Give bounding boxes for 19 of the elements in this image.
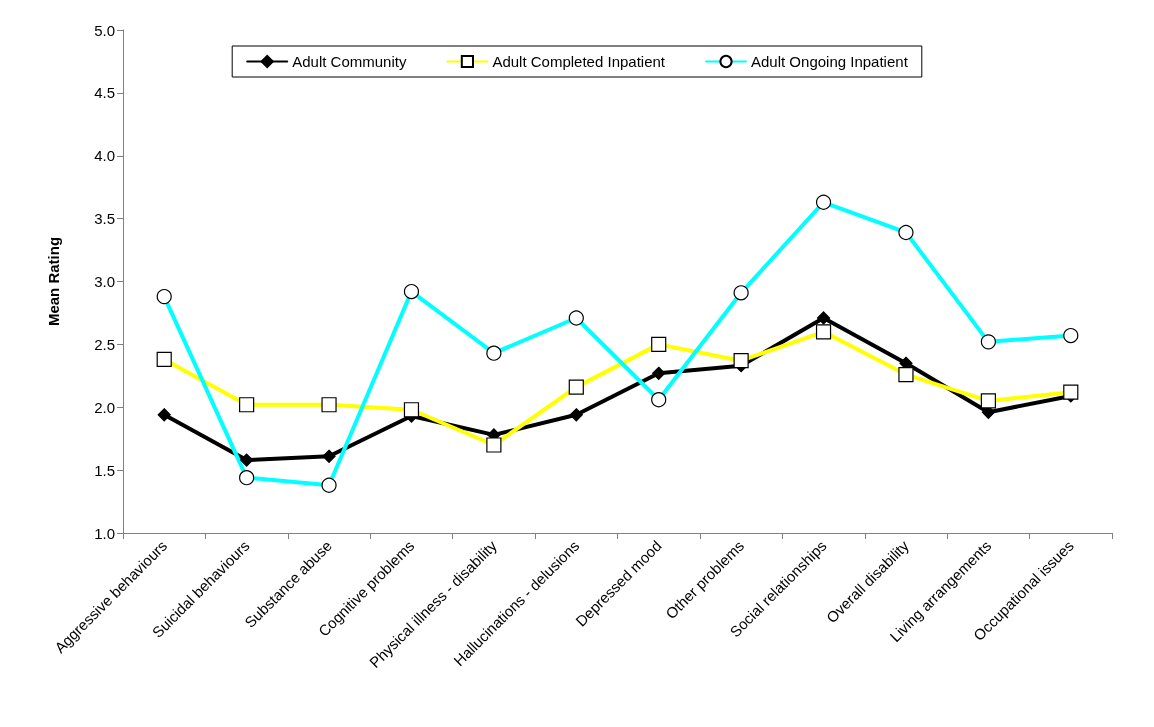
y-tick-label: 3.0 bbox=[94, 273, 115, 290]
point bbox=[322, 449, 336, 463]
point bbox=[157, 408, 171, 422]
y-tick-label: 3.5 bbox=[94, 210, 115, 228]
y-tick-label: 4.0 bbox=[94, 147, 115, 165]
legend-label: Adult Community bbox=[292, 53, 407, 70]
y-tick-label: 1.5 bbox=[94, 461, 115, 479]
point bbox=[569, 408, 583, 422]
y-axis-title: Mean Rating bbox=[45, 236, 62, 327]
y-tick-label: 4.5 bbox=[94, 84, 115, 102]
y-tick-label: 2.5 bbox=[94, 335, 115, 353]
point bbox=[816, 311, 831, 325]
y-tick-label: 2.0 bbox=[94, 398, 115, 416]
y-tick-label: 1.0 bbox=[94, 524, 115, 542]
point bbox=[652, 366, 666, 380]
y-tick-label: 5.0 bbox=[94, 21, 115, 39]
legend-label: Adult Ongoing Inpatient bbox=[751, 53, 909, 70]
point bbox=[240, 453, 254, 467]
legend-label: Adult Completed Inpatient bbox=[492, 53, 666, 70]
